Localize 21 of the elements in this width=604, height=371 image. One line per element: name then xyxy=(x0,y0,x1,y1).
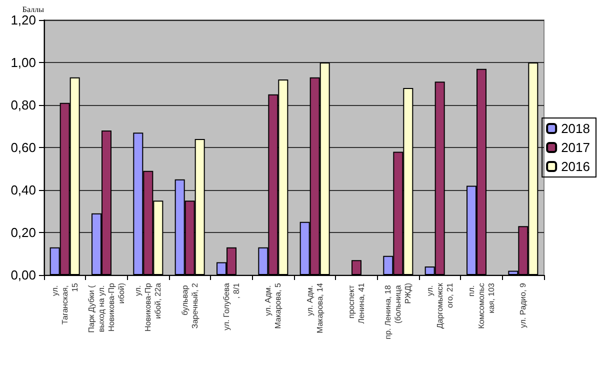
y-tick-label: 1,00 xyxy=(10,55,36,70)
y-tick-label: 0,00 xyxy=(10,268,36,282)
x-tick-label: ул. Таганская, 15 xyxy=(50,282,80,324)
y-axis-title: Баллы xyxy=(22,5,45,14)
x-tick-label: ул. Даргомыжского, 21 xyxy=(425,282,454,329)
x-tick-label: ул. Адм. Макарова, 14 xyxy=(305,282,324,334)
legend-label: 2016 xyxy=(561,159,590,174)
x-tick-label: Парк Дубки ( выход на ул. Новикова-Прибой) xyxy=(87,282,126,333)
legend-label: 2017 xyxy=(561,140,590,155)
x-tick-label: пр. Ленина, 18 (больница РЖД) xyxy=(384,282,413,340)
x-tick-label: проспект Ленина, 41 xyxy=(347,282,366,324)
legend-label: 2018 xyxy=(561,121,590,136)
y-tick-label: 0,60 xyxy=(10,140,36,155)
y-tick-label: 1,20 xyxy=(10,12,36,28)
x-tick-label: ул. Адм. Макарова, 5 xyxy=(264,282,283,329)
y-tick-label: 0,20 xyxy=(10,225,36,240)
x-tick-label: ул. Радио, 9 xyxy=(518,282,528,328)
y-tick-label: 0,40 xyxy=(10,182,36,198)
x-tick-label: ул. Голубева, 8/1 xyxy=(222,282,241,330)
y-tick-label: 0,80 xyxy=(10,98,36,112)
x-tick-label: бульвар Заречный, 2 xyxy=(180,282,200,329)
